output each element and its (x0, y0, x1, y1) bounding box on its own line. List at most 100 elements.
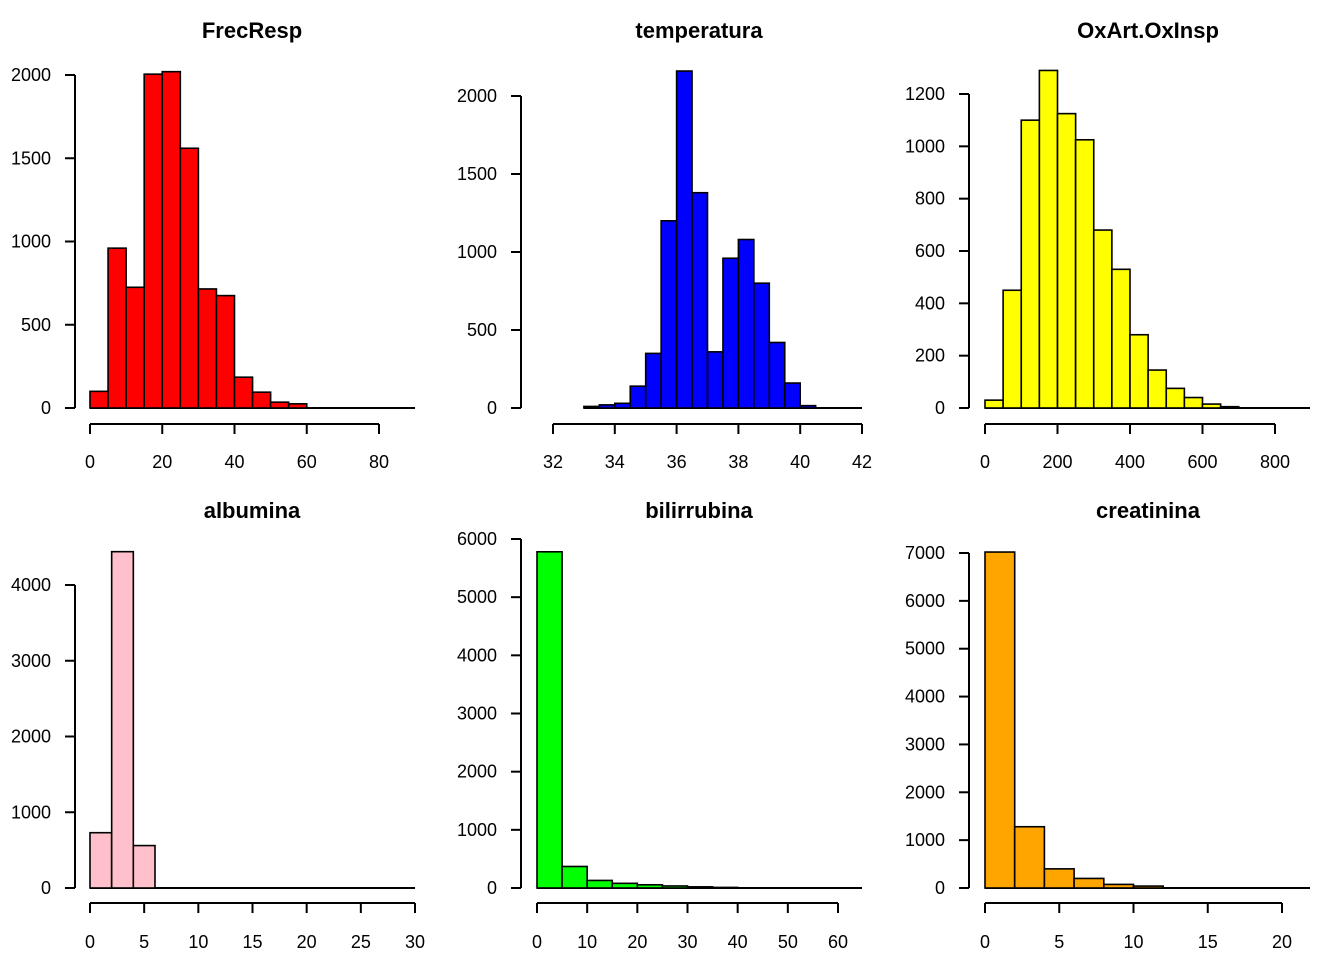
x-tick-label: 34 (605, 452, 625, 472)
histogram-bar (251, 391, 272, 409)
histogram-bar (768, 341, 786, 409)
x-tick-label: 0 (532, 932, 542, 952)
y-tick-label: 0 (935, 398, 945, 418)
x-tick-label: 10 (1123, 932, 1143, 952)
y-tick-label: 1000 (457, 242, 497, 262)
histogram-bar (269, 401, 290, 409)
y-tick-label: 7000 (905, 543, 945, 563)
histogram-bar (1183, 396, 1204, 409)
histogram-bar (629, 385, 647, 409)
chart-title: temperatura (635, 18, 763, 43)
x-tick-label: 30 (677, 932, 697, 952)
y-tick-label: 0 (487, 878, 497, 898)
histogram-bar (197, 288, 218, 409)
x-tick-label: 80 (369, 452, 389, 472)
histogram-bar (179, 147, 200, 409)
chart-title: bilirrubina (645, 498, 753, 523)
y-tick-label: 3000 (11, 651, 51, 671)
chart-title: FrecResp (202, 18, 302, 43)
histogram-bar (644, 352, 662, 409)
histogram-bar (660, 220, 678, 409)
histogram-bar (1103, 883, 1135, 889)
y-tick-label: 4000 (457, 645, 497, 665)
histogram-bar (143, 73, 164, 409)
histogram-bar (1092, 229, 1113, 409)
histogram-bar (1165, 387, 1186, 409)
x-tick-label: 36 (667, 452, 687, 472)
histogram-bar (984, 551, 1016, 889)
x-tick-label: 20 (1272, 932, 1292, 952)
histogram-bar (1038, 69, 1059, 409)
y-tick-label: 1200 (905, 84, 945, 104)
x-tick-label: 5 (139, 932, 149, 952)
y-tick-label: 2000 (905, 782, 945, 802)
histogram-bar (110, 550, 135, 889)
x-tick-label: 200 (1042, 452, 1072, 472)
histogram-bar (1043, 868, 1075, 889)
x-tick-label: 38 (728, 452, 748, 472)
x-tick-label: 60 (828, 932, 848, 952)
x-tick-label: 0 (85, 452, 95, 472)
histogram-bar (691, 191, 709, 409)
histogram-panel-2: OxArt.OxInsp 0 200 400 600 800 0 200 400 600 800 10… (905, 18, 1310, 472)
x-tick-label: 40 (224, 452, 244, 472)
chart-title: albumina (204, 498, 301, 523)
y-tick-label: 400 (915, 293, 945, 313)
x-tick-label: 800 (1260, 452, 1290, 472)
histogram-bar (737, 238, 755, 409)
histogram-bar (753, 282, 771, 409)
histogram-bar (1147, 369, 1168, 409)
histogram-bar (661, 885, 689, 889)
histogram-bar (1129, 333, 1149, 409)
histogram-bar (161, 70, 182, 409)
histogram-bar (1074, 138, 1095, 409)
x-tick-label: 0 (980, 452, 990, 472)
y-tick-label: 3000 (457, 704, 497, 724)
x-tick-label: 32 (543, 452, 563, 472)
histogram-bar (1013, 825, 1046, 889)
y-tick-label: 5000 (905, 639, 945, 659)
histogram-bar (586, 879, 614, 889)
histogram-bar (706, 351, 724, 409)
y-tick-label: 2000 (457, 762, 497, 782)
chart-title: creatinina (1096, 498, 1201, 523)
y-tick-label: 4000 (11, 575, 51, 595)
y-tick-label: 500 (21, 315, 51, 335)
x-tick-label: 10 (188, 932, 208, 952)
y-tick-label: 0 (487, 398, 497, 418)
y-tick-label: 6000 (905, 591, 945, 611)
histogram-bar (89, 390, 109, 409)
y-tick-label: 3000 (905, 734, 945, 754)
x-tick-label: 15 (242, 932, 262, 952)
x-tick-label: 40 (790, 452, 810, 472)
histogram-bar (799, 404, 817, 409)
y-tick-label: 2000 (457, 86, 497, 106)
y-tick-label: 0 (41, 398, 51, 418)
y-tick-label: 5000 (457, 587, 497, 607)
x-tick-label: 20 (152, 452, 172, 472)
histogram-bar (89, 831, 113, 889)
y-tick-label: 1500 (11, 148, 51, 168)
histogram-bar (1056, 112, 1077, 409)
y-tick-label: 1500 (457, 164, 497, 184)
histogram-bar (1020, 119, 1041, 409)
histogram-bar (215, 294, 236, 409)
histogram-bar (783, 382, 801, 409)
y-tick-label: 0 (935, 878, 945, 898)
histogram-bar (1073, 877, 1105, 889)
histogram-bar (561, 865, 588, 889)
histogram-bar (1002, 289, 1023, 409)
x-tick-label: 10 (577, 932, 597, 952)
histogram-bar (536, 550, 563, 889)
histogram-bar (1132, 885, 1165, 889)
histogram-bar (583, 405, 601, 409)
x-tick-label: 25 (351, 932, 371, 952)
histogram-bar (722, 257, 740, 409)
x-tick-label: 60 (297, 452, 317, 472)
histogram-bar (1201, 403, 1222, 409)
x-tick-label: 0 (85, 932, 95, 952)
x-tick-label: 400 (1115, 452, 1145, 472)
x-tick-label: 600 (1187, 452, 1217, 472)
histogram-bar (611, 882, 639, 889)
y-tick-label: 1000 (905, 830, 945, 850)
